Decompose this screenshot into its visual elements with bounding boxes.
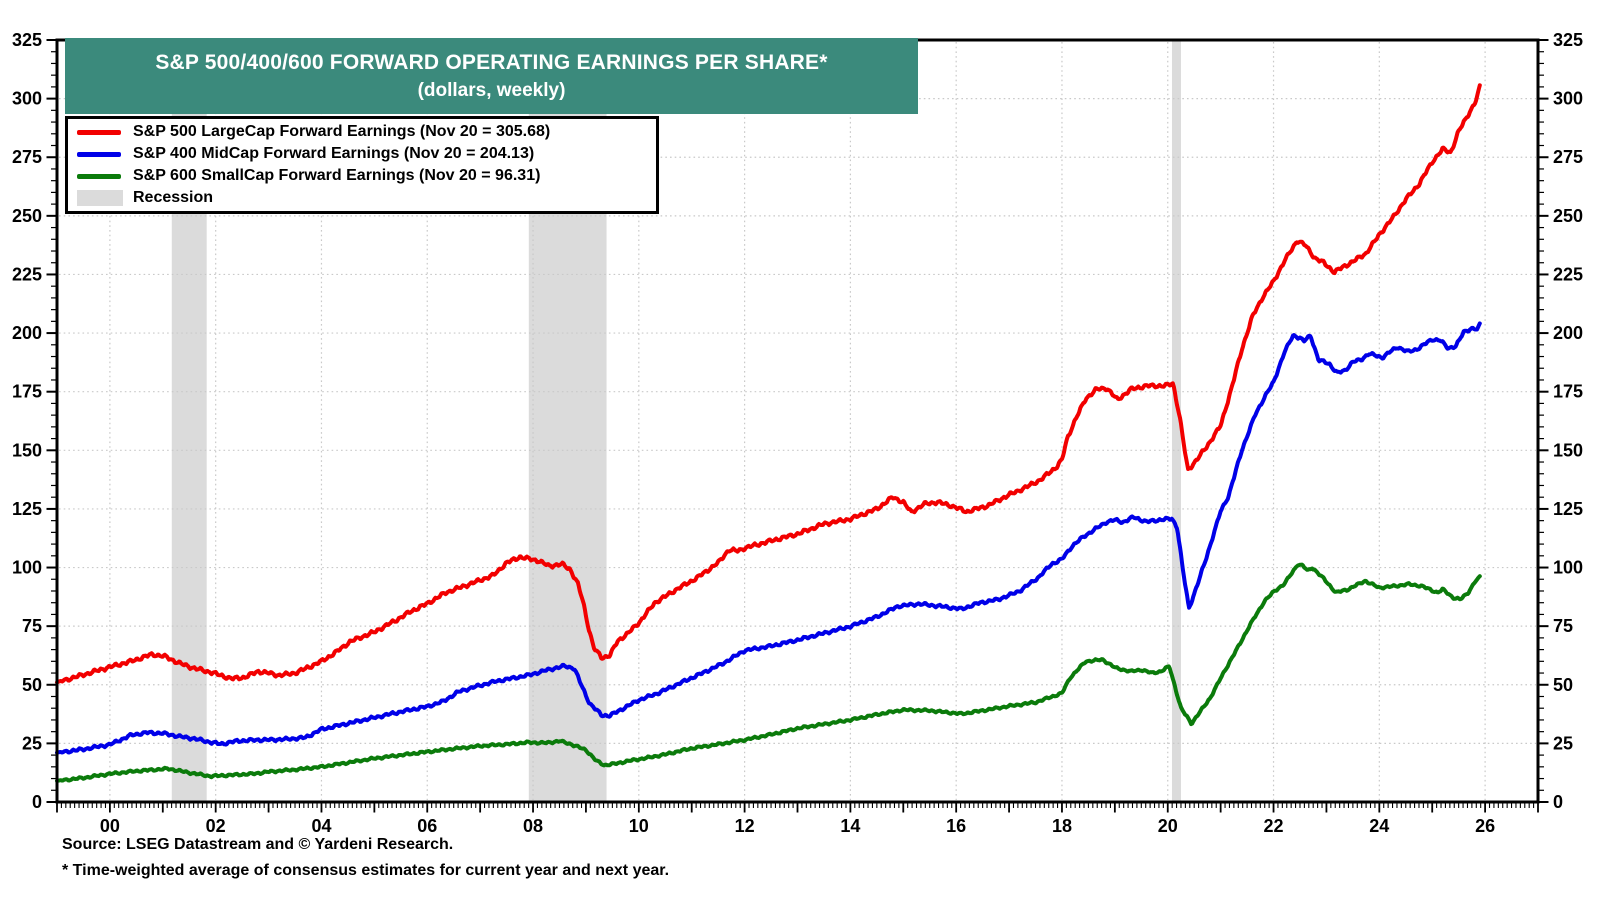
y-axis-label-right: 300 bbox=[1553, 89, 1583, 109]
y-axis-label-left: 275 bbox=[12, 147, 42, 167]
sp600-line-swatch bbox=[77, 173, 121, 179]
chart-subtitle: (dollars, weekly) bbox=[417, 79, 566, 101]
y-axis-label-left: 125 bbox=[12, 499, 42, 519]
y-axis-label-left: 300 bbox=[12, 89, 42, 109]
series-line-0 bbox=[55, 83, 1482, 685]
legend-label-sp400: S&P 400 MidCap Forward Earnings (Nov 20 … bbox=[133, 145, 535, 162]
x-axis-label: 26 bbox=[1475, 816, 1495, 836]
x-axis-label: 14 bbox=[840, 816, 860, 836]
series-line-2 bbox=[55, 562, 1482, 783]
legend-label-sp500: S&P 500 LargeCap Forward Earnings (Nov 2… bbox=[133, 123, 551, 140]
y-axis-label-left: 175 bbox=[12, 382, 42, 402]
y-axis-label-right: 75 bbox=[1553, 616, 1573, 636]
y-axis-label-right: 175 bbox=[1553, 382, 1583, 402]
sp400-line-swatch bbox=[77, 151, 121, 157]
y-axis-label-right: 0 bbox=[1553, 792, 1563, 812]
y-axis-label-right: 225 bbox=[1553, 264, 1583, 284]
legend-item-sp500: S&P 500 LargeCap Forward Earnings (Nov 2… bbox=[68, 121, 656, 143]
y-axis-label-left: 75 bbox=[22, 616, 42, 636]
y-axis-label-right: 50 bbox=[1553, 675, 1573, 695]
footnote-text: * Time-weighted average of consensus est… bbox=[62, 862, 670, 879]
y-axis-label-right: 275 bbox=[1553, 147, 1583, 167]
x-axis-label: 00 bbox=[100, 816, 120, 836]
x-axis-label: 20 bbox=[1158, 816, 1178, 836]
recession-band bbox=[1171, 41, 1181, 801]
recession-swatch bbox=[77, 190, 123, 206]
legend-item-recession: Recession bbox=[68, 187, 656, 209]
y-axis-label-left: 225 bbox=[12, 264, 42, 284]
y-axis-label-right: 250 bbox=[1553, 206, 1583, 226]
y-axis-label-left: 100 bbox=[12, 558, 42, 578]
x-axis-label: 16 bbox=[946, 816, 966, 836]
legend-item-sp600: S&P 600 SmallCap Forward Earnings (Nov 2… bbox=[68, 165, 656, 187]
source-text: Source: LSEG Datastream and © Yardeni Re… bbox=[62, 836, 454, 853]
legend-label-recession: Recession bbox=[133, 189, 214, 206]
y-axis-label-left: 25 bbox=[22, 733, 42, 753]
y-axis-label-left: 200 bbox=[12, 323, 42, 343]
x-axis-label: 10 bbox=[629, 816, 649, 836]
y-axis-label-right: 150 bbox=[1553, 440, 1583, 460]
x-axis-label: 02 bbox=[206, 816, 226, 836]
x-axis-label: 12 bbox=[735, 816, 755, 836]
x-axis-label: 06 bbox=[417, 816, 437, 836]
series-line-1 bbox=[55, 321, 1482, 755]
legend-item-sp400: S&P 400 MidCap Forward Earnings (Nov 20 … bbox=[68, 143, 656, 165]
y-axis-label-left: 325 bbox=[12, 30, 42, 50]
chart-title: S&P 500/400/600 FORWARD OPERATING EARNIN… bbox=[155, 50, 828, 74]
x-axis-label: 04 bbox=[311, 816, 331, 836]
legend-label-sp600: S&P 600 SmallCap Forward Earnings (Nov 2… bbox=[133, 167, 541, 184]
y-axis-label-left: 0 bbox=[32, 792, 42, 812]
y-axis-label-right: 325 bbox=[1553, 30, 1583, 50]
x-axis-label: 08 bbox=[523, 816, 543, 836]
y-axis-label-right: 100 bbox=[1553, 558, 1583, 578]
x-axis-label: 18 bbox=[1052, 816, 1072, 836]
y-axis-label-right: 200 bbox=[1553, 323, 1583, 343]
y-axis-label-left: 250 bbox=[12, 206, 42, 226]
sp500-line-swatch bbox=[77, 129, 121, 135]
legend: S&P 500 LargeCap Forward Earnings (Nov 2… bbox=[65, 116, 659, 214]
x-axis-label: 24 bbox=[1369, 816, 1389, 836]
x-axis-label: 22 bbox=[1264, 816, 1284, 836]
y-axis-label-left: 50 bbox=[22, 675, 42, 695]
chart-title-box: S&P 500/400/600 FORWARD OPERATING EARNIN… bbox=[65, 38, 918, 114]
y-axis-label-left: 150 bbox=[12, 440, 42, 460]
y-axis-label-right: 25 bbox=[1553, 733, 1573, 753]
y-axis-label-right: 125 bbox=[1553, 499, 1583, 519]
